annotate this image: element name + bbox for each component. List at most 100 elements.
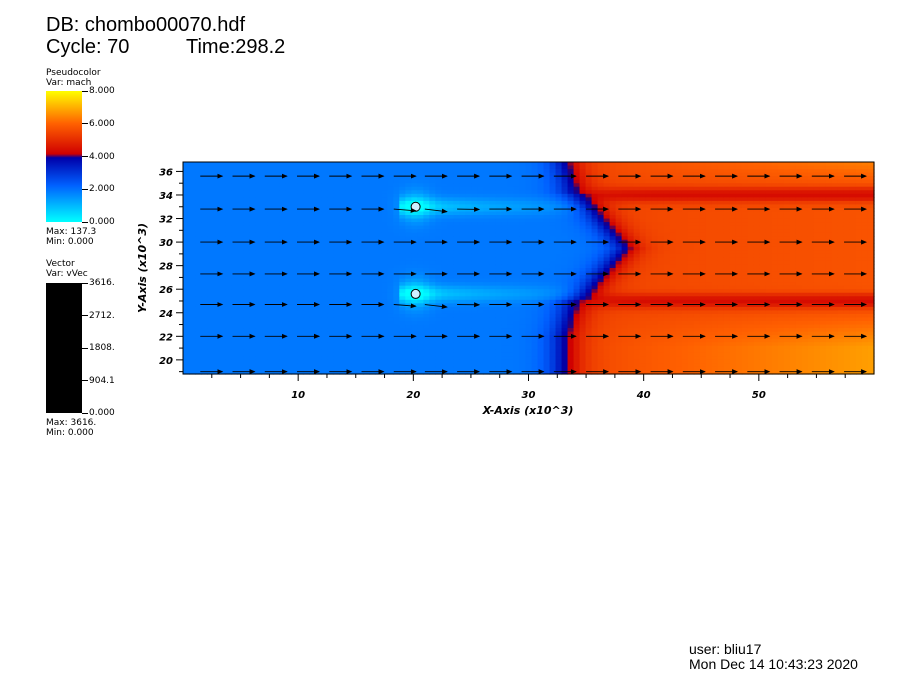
heatmap-cell bbox=[375, 169, 382, 174]
heatmap-cell bbox=[297, 186, 304, 191]
heatmap-cell bbox=[579, 345, 587, 350]
heatmap-cell bbox=[615, 324, 623, 329]
heatmap-cell bbox=[567, 236, 575, 241]
heatmap-cell bbox=[669, 268, 677, 273]
heatmap-cell bbox=[399, 296, 406, 301]
heatmap-cell bbox=[351, 271, 358, 276]
heatmap-cell bbox=[519, 186, 527, 191]
heatmap-cell bbox=[237, 268, 244, 273]
heatmap-cell bbox=[309, 204, 316, 209]
heatmap-cell bbox=[369, 260, 376, 266]
heatmap-cell bbox=[405, 292, 412, 297]
heatmap-cell bbox=[483, 162, 491, 167]
heatmap-cell bbox=[507, 282, 515, 287]
heatmap-cell bbox=[225, 172, 232, 177]
heatmap-cell bbox=[531, 352, 539, 357]
heatmap-cell bbox=[651, 186, 659, 191]
heatmap-cell bbox=[651, 306, 659, 311]
heatmap-cell bbox=[363, 215, 370, 220]
heatmap-cell bbox=[201, 243, 208, 248]
heatmap-cell bbox=[621, 268, 629, 273]
heatmap-cell bbox=[615, 282, 623, 287]
heatmap-cell bbox=[261, 186, 268, 191]
heatmap-cell bbox=[477, 317, 485, 322]
heatmap-cell bbox=[243, 172, 250, 177]
heatmap-cell bbox=[303, 229, 310, 234]
heatmap-cell bbox=[573, 310, 581, 315]
heatmap-cell bbox=[519, 331, 527, 336]
heatmap-cell bbox=[381, 321, 388, 326]
vector-tick-mark bbox=[82, 412, 88, 414]
heatmap-cell bbox=[591, 260, 599, 266]
heatmap-cell bbox=[297, 352, 304, 357]
heatmap-cell bbox=[513, 222, 521, 227]
pseudocolor-tick-mark bbox=[82, 123, 88, 125]
heatmap-cell bbox=[255, 268, 262, 273]
heatmap-cell bbox=[567, 292, 575, 297]
heatmap-cell bbox=[531, 250, 539, 255]
heatmap-cell bbox=[339, 257, 346, 262]
heatmap-cell bbox=[621, 289, 629, 294]
heatmap-cell bbox=[201, 299, 208, 304]
heatmap-cell bbox=[291, 225, 298, 230]
heatmap-cell bbox=[387, 186, 394, 191]
heatmap-cell bbox=[207, 215, 214, 220]
heatmap-cell bbox=[201, 211, 208, 216]
heatmap-cell bbox=[351, 236, 358, 241]
heatmap-cell bbox=[537, 292, 545, 297]
heatmap-cell bbox=[567, 229, 575, 234]
heatmap-cell bbox=[267, 193, 274, 198]
heatmap-cell bbox=[471, 183, 479, 188]
heatmap-cell bbox=[627, 193, 635, 198]
heatmap-cell bbox=[549, 342, 557, 347]
heatmap-cell bbox=[471, 211, 479, 216]
heatmap-cell bbox=[495, 363, 503, 368]
heatmap-cell bbox=[621, 335, 629, 340]
heatmap-cell bbox=[513, 250, 521, 255]
heatmap-cell bbox=[513, 342, 521, 347]
heatmap-cell bbox=[375, 268, 382, 273]
heatmap-cell bbox=[405, 352, 412, 357]
heatmap-cell bbox=[291, 172, 298, 177]
heatmap-cell bbox=[543, 197, 551, 202]
heatmap-cell bbox=[489, 289, 497, 294]
heatmap-cell bbox=[285, 303, 292, 308]
heatmap-cell bbox=[243, 253, 250, 258]
heatmap-cell bbox=[273, 370, 280, 375]
heatmap-cell bbox=[417, 243, 424, 248]
heatmap-cell bbox=[291, 278, 298, 283]
heatmap-cell bbox=[525, 172, 533, 177]
heatmap-cell bbox=[435, 218, 442, 223]
heatmap-cell bbox=[321, 165, 328, 170]
heatmap-cell bbox=[447, 363, 454, 368]
heatmap-cell bbox=[333, 289, 340, 294]
heatmap-cell bbox=[591, 243, 599, 248]
heatmap-cell bbox=[675, 183, 683, 188]
heatmap-cell bbox=[315, 204, 322, 209]
heatmap-cell bbox=[255, 296, 262, 301]
heatmap-cell bbox=[627, 306, 635, 311]
heatmap-cell bbox=[243, 275, 250, 280]
heatmap-cell bbox=[579, 310, 587, 315]
heatmap-cell bbox=[273, 324, 280, 329]
heatmap-cell bbox=[495, 285, 503, 290]
heatmap-cell bbox=[519, 176, 527, 181]
heatmap-cell bbox=[453, 169, 460, 174]
heatmap-cell bbox=[273, 310, 280, 315]
heatmap-cell bbox=[183, 303, 190, 308]
heatmap-cell bbox=[261, 229, 268, 234]
heatmap-cell bbox=[507, 190, 515, 195]
heatmap-cell bbox=[519, 317, 527, 322]
heatmap-cell bbox=[597, 275, 605, 280]
heatmap-cell bbox=[423, 299, 430, 304]
heatmap-cell bbox=[621, 324, 629, 329]
heatmap-cell bbox=[195, 239, 202, 244]
heatmap-cell bbox=[609, 321, 617, 326]
heatmap-cell bbox=[183, 236, 190, 241]
heatmap-cell bbox=[351, 321, 358, 326]
heatmap-cell bbox=[555, 275, 563, 280]
heatmap-cell bbox=[633, 306, 641, 311]
heatmap-cell bbox=[261, 193, 268, 198]
heatmap-cell bbox=[261, 176, 268, 181]
heatmap-cell bbox=[393, 306, 400, 311]
